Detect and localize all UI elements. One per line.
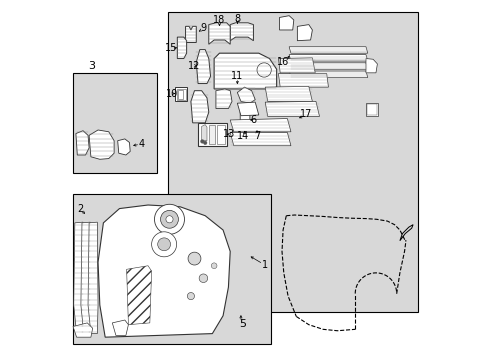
Text: 2: 2 (77, 204, 83, 214)
Circle shape (211, 263, 217, 269)
Text: 13: 13 (223, 129, 235, 139)
Polygon shape (230, 23, 253, 41)
Bar (167, 12, 417, 312)
Text: 4: 4 (138, 139, 144, 149)
Bar (217, 125, 224, 144)
Polygon shape (81, 222, 91, 334)
Text: 6: 6 (250, 115, 256, 125)
Text: 12: 12 (187, 61, 200, 71)
Circle shape (154, 204, 184, 234)
Polygon shape (74, 222, 83, 334)
Polygon shape (237, 87, 255, 103)
Bar (178, 90, 183, 99)
Polygon shape (208, 23, 230, 44)
Polygon shape (201, 125, 206, 141)
Text: 11: 11 (230, 71, 242, 81)
Bar (175, 87, 187, 102)
Polygon shape (216, 89, 231, 109)
Polygon shape (185, 26, 196, 42)
Polygon shape (278, 58, 315, 73)
Bar (209, 125, 215, 144)
Circle shape (151, 232, 176, 257)
Polygon shape (230, 132, 290, 146)
Polygon shape (177, 37, 186, 59)
Polygon shape (264, 86, 312, 102)
Polygon shape (288, 55, 367, 61)
Polygon shape (126, 266, 151, 325)
Circle shape (188, 252, 201, 265)
Text: 7: 7 (253, 131, 260, 141)
Polygon shape (288, 47, 367, 53)
Text: 16: 16 (276, 57, 288, 67)
Text: 10: 10 (165, 89, 178, 99)
Circle shape (160, 210, 178, 228)
Bar (366, 104, 377, 114)
Circle shape (165, 216, 173, 223)
Polygon shape (88, 222, 98, 334)
Circle shape (203, 141, 206, 145)
Polygon shape (89, 130, 114, 159)
Bar (198, 123, 226, 146)
Text: 1: 1 (262, 260, 268, 270)
Polygon shape (73, 323, 93, 337)
Text: 3: 3 (88, 61, 95, 71)
Polygon shape (279, 16, 293, 30)
Text: 15: 15 (165, 43, 178, 53)
Polygon shape (297, 24, 312, 41)
Polygon shape (288, 63, 367, 69)
Bar (73, 194, 271, 344)
Text: 9: 9 (200, 23, 206, 33)
Polygon shape (278, 73, 328, 87)
Text: 5: 5 (239, 319, 246, 329)
Polygon shape (264, 102, 319, 116)
Polygon shape (98, 205, 230, 337)
Circle shape (157, 238, 170, 251)
Bar (365, 103, 378, 116)
Polygon shape (365, 59, 377, 73)
Polygon shape (112, 320, 128, 336)
Polygon shape (214, 53, 276, 89)
Circle shape (187, 293, 194, 300)
Polygon shape (190, 91, 208, 123)
Text: 14: 14 (237, 131, 249, 141)
Polygon shape (237, 102, 258, 116)
Text: 17: 17 (299, 109, 311, 119)
Text: 8: 8 (234, 14, 240, 24)
Polygon shape (240, 109, 249, 126)
Circle shape (200, 140, 203, 143)
Polygon shape (288, 71, 367, 77)
Bar (73, 73, 157, 173)
Circle shape (199, 274, 207, 283)
Text: 18: 18 (213, 15, 225, 25)
Bar (177, 89, 185, 100)
Circle shape (257, 63, 271, 77)
Polygon shape (230, 118, 290, 132)
Polygon shape (196, 50, 210, 84)
Polygon shape (118, 139, 130, 155)
Polygon shape (76, 131, 89, 155)
